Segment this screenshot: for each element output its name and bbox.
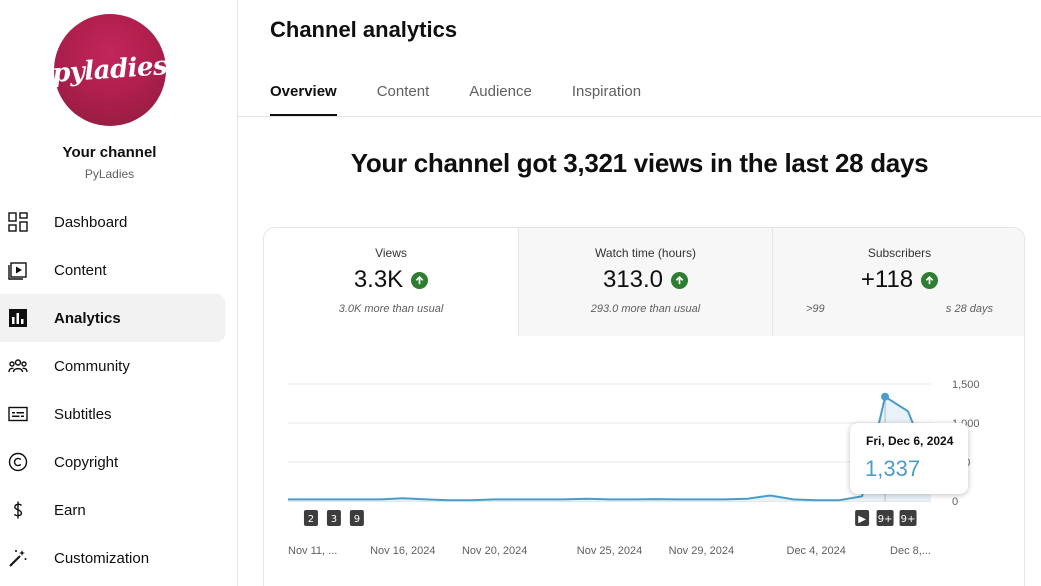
metric-tab-views[interactable]: Views 3.3K 3.0K more than usual xyxy=(264,228,518,336)
video-marker-badge xyxy=(899,510,917,526)
tab-audience[interactable]: Audience xyxy=(469,83,532,100)
sidebar-item-label: Content xyxy=(54,261,107,279)
metric-label: Watch time (hours) xyxy=(595,246,696,260)
chart-series-line xyxy=(288,395,932,502)
chart-data-point xyxy=(881,392,890,401)
metric-value: +118 xyxy=(860,266,914,293)
arrow-up-icon xyxy=(671,271,689,289)
chart-area-fill xyxy=(288,396,931,501)
metric-tab-watch-time[interactable]: Watch time (hours) 313.0 293.0 more than… xyxy=(518,228,772,336)
metric-note-left: >99 xyxy=(806,303,825,315)
x-tick-label: Nov 29, 2024 xyxy=(669,545,734,557)
sidebar-item-earn[interactable]: Earn xyxy=(0,486,225,534)
sidebar-item-customization[interactable]: Customization xyxy=(0,534,225,582)
sidebar-item-label: Subtitles xyxy=(54,405,112,423)
avatar[interactable]: pyladies xyxy=(51,14,169,126)
tab-inspiration[interactable]: Inspiration xyxy=(571,83,642,100)
video-marker-badge xyxy=(876,510,894,526)
dashboard-icon xyxy=(8,212,28,232)
dollar-icon xyxy=(8,500,28,520)
sidebar-item-label: Earn xyxy=(54,501,86,519)
video-marker-label: 9+ xyxy=(901,514,916,525)
x-tick-label: Dec 4, 2024 xyxy=(787,545,846,557)
copyright-icon xyxy=(8,452,28,472)
sidebar-item-content[interactable]: Content xyxy=(0,246,225,294)
metric-value-row: +118 xyxy=(773,266,1024,294)
metric-note: >99 s 28 days xyxy=(773,303,1024,315)
tab-content[interactable]: Content xyxy=(376,83,430,100)
sidebar-item-copyright[interactable]: Copyright xyxy=(0,438,225,486)
metric-value: 313.0 xyxy=(602,266,664,293)
sidebar-item-label: Analytics xyxy=(54,309,121,327)
tooltip-date: Fri, Dec 6, 2024 xyxy=(866,434,954,448)
y-tick-label: 1,500 xyxy=(952,379,980,391)
tab-bar: Overview Content Audience Inspiration xyxy=(270,70,681,116)
x-tick-label: Dec 8,... xyxy=(890,545,931,557)
metrics-card: Views 3.3K 3.0K more than usual Watch ti… xyxy=(263,227,1025,586)
analytics-icon xyxy=(8,308,28,328)
metric-label: Subscribers xyxy=(867,246,932,260)
metric-note: 3.0K more than usual xyxy=(338,303,444,315)
sidebar-item-label: Dashboard xyxy=(54,213,128,231)
content-icon xyxy=(8,260,28,280)
y-tick-label: 0 xyxy=(952,496,958,508)
sidebar: pyladies Your channel PyLadies Dashboard… xyxy=(0,0,238,586)
avatar-logo-text: pyladies xyxy=(51,51,169,89)
channel-name: PyLadies xyxy=(84,167,135,181)
subtitles-icon xyxy=(8,404,28,424)
video-marker-label: 9+ xyxy=(878,514,893,525)
video-marker-badge xyxy=(326,510,341,526)
metric-note: 293.0 more than usual xyxy=(590,303,701,315)
video-marker-label: 2 xyxy=(308,514,314,525)
metric-value-row: 3.3K xyxy=(264,266,518,294)
metric-tab-subscribers[interactable]: Subscribers +118 >99 s 28 days xyxy=(772,228,1024,336)
video-marker-label: 9 xyxy=(354,514,360,525)
sidebar-nav: Dashboard Content Analytics Community Su… xyxy=(0,198,225,582)
sidebar-item-label: Copyright xyxy=(54,453,119,471)
main-content: Channel analytics Overview Content Audie… xyxy=(238,0,1041,586)
x-tick-label: Nov 16, 2024 xyxy=(370,545,435,557)
arrow-up-icon xyxy=(921,271,939,289)
video-marker-badge xyxy=(349,510,364,526)
x-tick-label: Nov 20, 2024 xyxy=(462,545,527,557)
tab-overview[interactable]: Overview xyxy=(270,70,337,116)
sidebar-item-label: Customization xyxy=(54,549,150,567)
metric-label: Views xyxy=(375,246,407,260)
community-icon xyxy=(8,356,28,376)
channel-title[interactable]: Your channel xyxy=(62,144,157,161)
metric-value: 3.3K xyxy=(353,266,404,293)
sidebar-item-community[interactable]: Community xyxy=(0,342,225,390)
tooltip-value: 1,337 xyxy=(865,456,921,481)
video-marker-label: 3 xyxy=(331,514,337,525)
x-tick-label: Nov 11, ... xyxy=(288,545,337,557)
sidebar-item-label: Community xyxy=(54,357,130,375)
tab-divider xyxy=(238,116,1041,117)
sidebar-item-analytics[interactable]: Analytics xyxy=(0,294,225,342)
views-headline: Your channel got 3,321 views in the last… xyxy=(350,148,929,178)
video-marker-label: ▶ xyxy=(858,514,866,525)
magic-wand-icon xyxy=(8,548,28,568)
x-tick-label: Nov 25, 2024 xyxy=(577,545,642,557)
metric-value-row: 313.0 xyxy=(519,266,772,294)
sidebar-item-subtitles[interactable]: Subtitles xyxy=(0,390,225,438)
page-title: Channel analytics xyxy=(270,17,458,42)
arrow-up-icon xyxy=(411,271,429,289)
metric-note-right: s 28 days xyxy=(945,303,993,315)
sidebar-item-dashboard[interactable]: Dashboard xyxy=(0,198,225,246)
video-marker-badge xyxy=(855,510,870,526)
video-marker-badge xyxy=(303,510,318,526)
chart-tooltip: Fri, Dec 6, 2024 1,337 xyxy=(850,423,968,494)
